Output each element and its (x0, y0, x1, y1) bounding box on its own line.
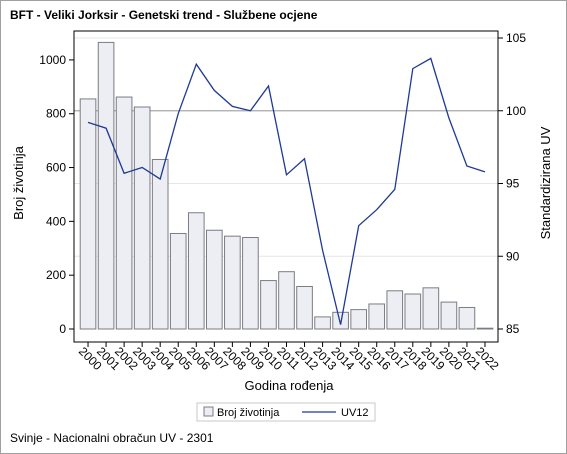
legend: Broj životinja UV12 (196, 402, 376, 422)
y-axis-left-ticks: 0 200 400 600 800 1000 (39, 53, 74, 336)
bar-2016 (368, 303, 386, 330)
y2-tick-label-100: 100 (506, 104, 526, 118)
bar-2022 (476, 327, 494, 330)
bar-2005 (169, 232, 187, 330)
footnote: Svinje - Nacionalni obračun UV - 2301 (10, 431, 214, 445)
y2-tick-label-90: 90 (506, 249, 520, 263)
y-tick-label-0: 0 (59, 322, 66, 336)
x-axis-title: Godina rođenja (245, 378, 335, 393)
bar-2009 (242, 237, 259, 330)
bar-2008 (224, 235, 241, 330)
legend-label-bars: Broj životinja (217, 407, 280, 419)
chart-title: BFT - Veliki Jorksir - Genetski trend - … (10, 8, 318, 22)
y-axis-right-ticks: 85 90 95 100 105 (498, 31, 526, 336)
bar-2017 (386, 290, 404, 330)
y-tick-label-400: 400 (46, 214, 66, 228)
bar-2015 (350, 309, 367, 330)
legend-bar-swatch (203, 406, 214, 417)
bar-2013 (314, 316, 331, 330)
bar-2018 (404, 293, 422, 330)
bar-series (79, 41, 494, 330)
y2-tick-label-105: 105 (506, 31, 526, 45)
bar-2012 (296, 285, 313, 330)
bar-2003 (133, 106, 151, 330)
bar-2019 (422, 287, 440, 330)
x-axis-ticks: 2000200120022003200420052006200720082009… (76, 342, 502, 373)
bar-2014 (332, 311, 349, 330)
legend-label-line: UV12 (341, 407, 369, 419)
bar-2020 (440, 301, 458, 330)
y-axis-title: Broj životinja (11, 145, 26, 219)
bar-2007 (206, 229, 223, 330)
y2-tick-label-95: 95 (506, 177, 520, 191)
bar-2002 (115, 96, 133, 330)
y-tick-label-600: 600 (46, 161, 66, 175)
y-tick-label-1000: 1000 (39, 53, 66, 67)
y-tick-label-800: 800 (46, 107, 66, 121)
legend-box (196, 402, 376, 422)
y2-tick-label-85: 85 (506, 322, 520, 336)
bar-2004 (151, 158, 169, 330)
bar-2001 (97, 41, 115, 330)
bar-2010 (260, 280, 277, 330)
bar-2011 (278, 271, 295, 330)
bar-2006 (187, 212, 205, 330)
bar-2000 (79, 98, 97, 330)
y2-axis-title: Standardizirana UV (538, 126, 553, 239)
y-tick-label-200: 200 (46, 268, 66, 282)
bar-2021 (458, 306, 476, 330)
uv12-line (87, 57, 486, 325)
